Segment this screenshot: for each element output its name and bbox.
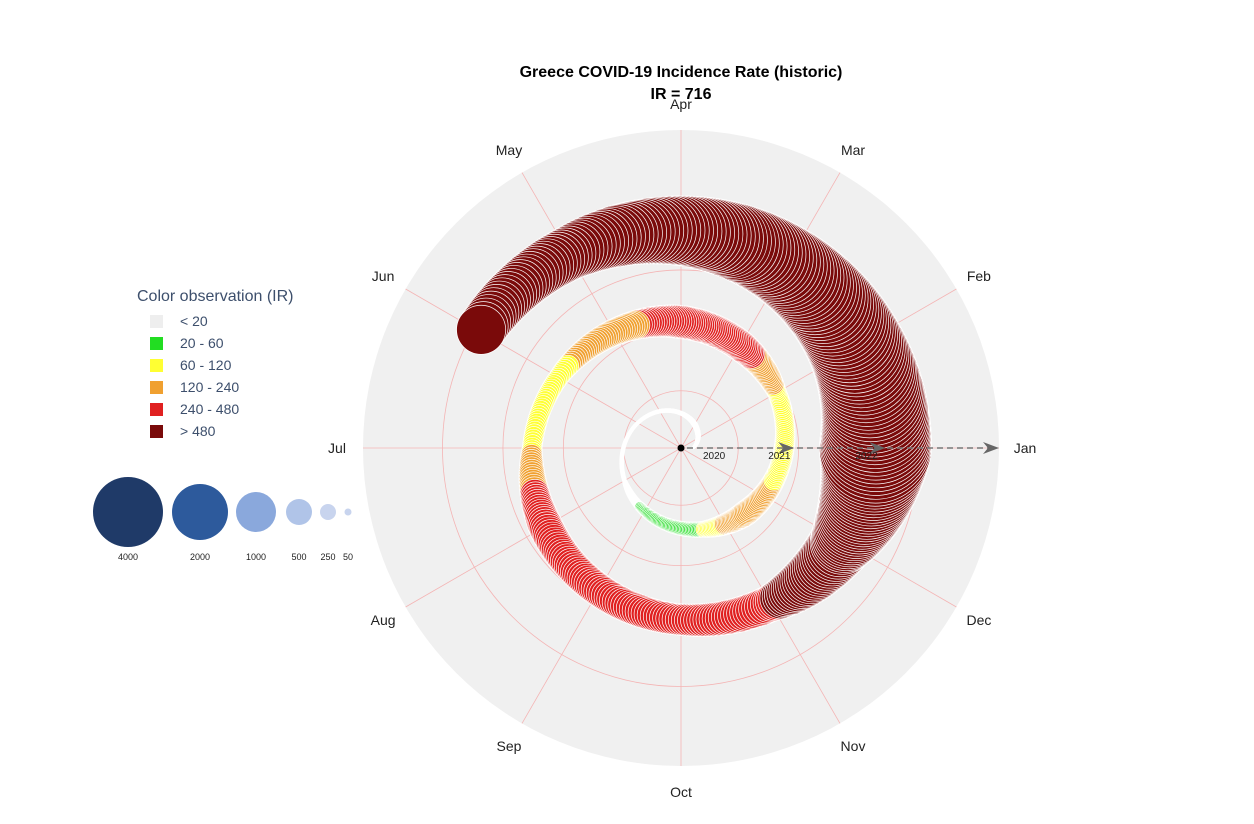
color-legend-label: < 20	[180, 313, 208, 329]
color-legend-swatch	[150, 380, 163, 394]
year-arrow-head	[869, 442, 886, 454]
color-legend-label: 120 - 240	[180, 379, 240, 395]
year-arrow-head	[983, 442, 999, 454]
angular-grid-line	[405, 288, 682, 449]
color-legend-item: < 20	[150, 310, 370, 332]
size-legend-circle	[172, 484, 228, 540]
angular-grid-line	[680, 447, 841, 724]
data-point	[456, 304, 506, 355]
month-label: Jun	[372, 268, 395, 284]
color-legend: Color observation (IR) < 20 20 - 60 60 - 1…	[130, 288, 370, 442]
color-legend-swatch	[150, 424, 163, 438]
color-legend-item: 120 - 240	[150, 376, 370, 398]
size-legend-label: 4000	[118, 552, 138, 562]
month-label: Oct	[670, 784, 692, 800]
size-legend-circle	[93, 477, 163, 547]
chart-title: Greece COVID-19 Incidence Rate (historic…	[519, 64, 843, 81]
color-legend-item: 240 - 480	[150, 398, 370, 420]
size-legend-label: 1000	[246, 552, 266, 562]
month-label: Nov	[841, 738, 866, 754]
size-legend-label: 50	[343, 552, 353, 562]
year-label: 2020	[703, 451, 726, 462]
color-legend-item: 20 - 60	[150, 332, 370, 354]
color-legend-label: 240 - 480	[180, 401, 240, 417]
size-legend-circle	[344, 508, 352, 516]
size-legend-label: 500	[291, 552, 306, 562]
year-label: 2022	[855, 451, 878, 462]
color-legend-label: 20 - 60	[180, 335, 224, 351]
data-series	[456, 195, 932, 637]
month-label: Dec	[966, 612, 991, 628]
month-label: Apr	[670, 96, 692, 112]
size-legend-circle	[286, 499, 312, 525]
year-arrow-head	[778, 442, 795, 454]
color-legend-item: > 480	[150, 420, 370, 442]
month-label: Mar	[841, 142, 865, 158]
month-label: Feb	[967, 268, 991, 284]
angular-grid-line	[680, 172, 841, 449]
size-legend-circle	[236, 492, 276, 532]
color-legend-label: 60 - 120	[180, 357, 232, 373]
month-label: Aug	[371, 612, 396, 628]
size-legend-circle	[320, 504, 336, 520]
size-legend: 4000 2000 1000 500 250 50	[93, 477, 353, 562]
chart-subtitle: IR = 716	[650, 86, 712, 103]
angular-grid-line	[521, 172, 682, 449]
month-label: Jul	[328, 440, 346, 456]
size-legend-label: 2000	[190, 552, 210, 562]
color-legend-item: 60 - 120	[150, 354, 370, 376]
color-legend-label: > 480	[180, 423, 216, 439]
color-legend-swatch	[150, 402, 163, 416]
year-label: 2021	[768, 451, 791, 462]
month-label: Jan	[1014, 440, 1037, 456]
month-label: May	[496, 142, 522, 158]
month-label: Sep	[497, 738, 522, 754]
center-point	[677, 444, 685, 452]
color-legend-swatch	[150, 314, 163, 328]
color-legend-swatch	[150, 358, 163, 372]
color-legend-swatch	[150, 336, 163, 350]
size-legend-label: 250	[320, 552, 335, 562]
color-legend-title: Color observation (IR)	[137, 288, 294, 305]
color-legend-items: < 20 20 - 60 60 - 120 120 - 240 240 - 480 > 4…	[130, 310, 370, 442]
